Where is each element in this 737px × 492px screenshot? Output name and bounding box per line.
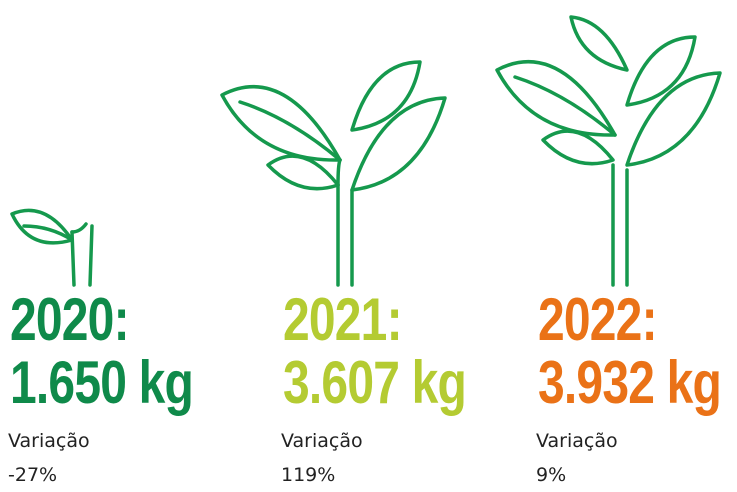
- variation-value: 9%: [536, 464, 566, 486]
- plant-medium: [222, 62, 445, 285]
- year: 2020:: [10, 290, 129, 350]
- variation-value: 119%: [281, 464, 335, 486]
- plant-small: [12, 210, 92, 285]
- year: 2021:: [283, 290, 402, 350]
- variation-value: -27%: [8, 464, 57, 486]
- amount: 3.932 kg: [538, 353, 721, 413]
- variation-label: Variação: [8, 430, 90, 452]
- plant-large: [497, 17, 720, 285]
- variation-label: Variação: [536, 430, 618, 452]
- infographic: 2020:1.650 kg Variação -27% 2021:3.607 kg Va…: [0, 0, 737, 492]
- year: 2022:: [538, 290, 657, 350]
- variation-label: Variação: [281, 430, 363, 452]
- amount: 3.607 kg: [283, 353, 466, 413]
- amount: 1.650 kg: [10, 353, 193, 413]
- plants: [0, 0, 737, 492]
